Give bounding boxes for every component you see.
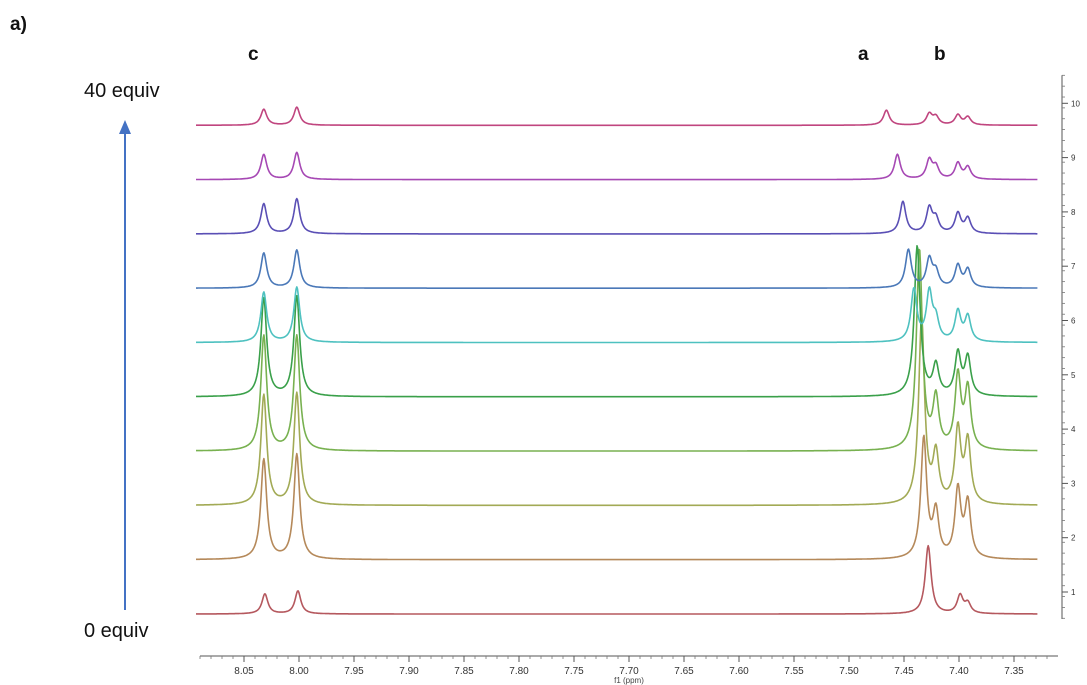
- spectrum-trace-7: [195, 248, 1038, 290]
- trace-index-label: 5: [1071, 371, 1076, 380]
- titration-arrow: [119, 120, 131, 610]
- spectrum-trace-8: [195, 197, 1038, 235]
- ppm-tick-label: 7.75: [564, 666, 584, 677]
- spectrum-trace-5: [195, 245, 1038, 398]
- equiv-bottom-label: 0 equiv: [84, 620, 149, 642]
- ppm-axis-title: f1 (ppm): [614, 676, 644, 685]
- trace-index-label: 6: [1071, 317, 1076, 326]
- trace-index-label: 9: [1071, 154, 1076, 163]
- panel-label: a): [10, 14, 27, 35]
- ppm-tick-label: 7.35: [1004, 666, 1024, 677]
- peak-label-b: b: [934, 44, 946, 65]
- trace-index-label: 4: [1071, 425, 1076, 434]
- trace-index-label: 1: [1071, 588, 1076, 597]
- trace-index-axis: 1 2 3 4 5 6 7 8 9 10: [1061, 74, 1080, 619]
- spectrum-trace-4: [195, 248, 1038, 452]
- equiv-top-label: 40 equiv: [84, 80, 160, 102]
- ppm-tick-label: 7.70: [619, 666, 639, 677]
- titration-arrow-head: [119, 120, 131, 134]
- ppm-tick-label: 7.80: [509, 666, 529, 677]
- ppm-tick-label: 8.00: [289, 666, 309, 677]
- spectrum-trace-2: [195, 434, 1038, 561]
- spectrum-trace-3: [195, 316, 1038, 507]
- trace-index-label: 3: [1071, 479, 1076, 488]
- spectrum-trace-10: [195, 106, 1038, 127]
- ppm-axis: 8.05 8.00 7.95 7.90 7.85 7.80 7.75 7.70 7.65 7.60…: [199, 655, 1058, 685]
- spectrum-trace-6: [195, 286, 1038, 344]
- ppm-tick-label: 7.45: [894, 666, 914, 677]
- ppm-tick-label: 7.85: [454, 666, 474, 677]
- trace-index-label: 2: [1071, 534, 1076, 543]
- ppm-tick-label: 7.40: [949, 666, 969, 677]
- ppm-tick-label: 7.95: [344, 666, 364, 677]
- ppm-tick-label: 7.90: [399, 666, 419, 677]
- spectrum-trace-9: [195, 151, 1038, 181]
- spectrum-trace-1: [195, 544, 1038, 615]
- ppm-tick-label: 8.05: [234, 666, 254, 677]
- ppm-tick-label: 7.55: [784, 666, 804, 677]
- spectra-traces: [195, 106, 1038, 615]
- trace-index-label: 7: [1071, 262, 1076, 271]
- peak-label-c: c: [248, 44, 259, 65]
- ppm-tick-label: 7.65: [674, 666, 694, 677]
- ppm-tick-label: 7.50: [839, 666, 859, 677]
- trace-index-label: 8: [1071, 208, 1076, 217]
- peak-label-a: a: [858, 44, 869, 65]
- trace-index-label: 10: [1071, 99, 1080, 108]
- ppm-tick-label: 7.60: [729, 666, 749, 677]
